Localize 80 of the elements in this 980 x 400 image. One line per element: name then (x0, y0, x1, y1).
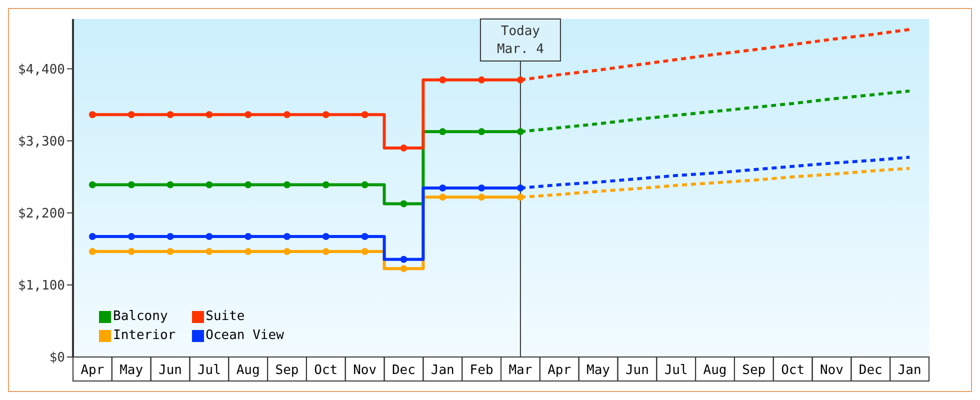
x-tick-label: Dec (858, 363, 882, 378)
point (166, 248, 174, 256)
ref-line-label: Today Mar. 4 (496, 24, 544, 57)
point (516, 194, 524, 201)
point (361, 181, 368, 188)
legend-label: Interior (113, 328, 176, 343)
x-tick-label: Nov (820, 363, 844, 378)
point (439, 128, 446, 136)
point (244, 111, 252, 118)
point (166, 232, 174, 240)
point (516, 184, 524, 192)
point (516, 128, 524, 136)
point (284, 248, 290, 256)
point (166, 181, 174, 188)
point (284, 111, 290, 118)
y-tick-label: $3,300 (18, 134, 65, 150)
x-tick-label: Jun (158, 363, 182, 378)
y-tick-label: $1,100 (18, 278, 65, 294)
point (88, 232, 96, 240)
point (400, 144, 408, 152)
point (400, 200, 408, 208)
point (88, 248, 96, 256)
x-tick-label: Jan (430, 363, 454, 378)
y-tick-label: $2,200 (18, 206, 65, 222)
point (128, 111, 135, 118)
point (322, 181, 330, 188)
x-tick-label: Apr (548, 363, 572, 378)
x-tick-label: Oct (314, 363, 338, 378)
point (439, 184, 446, 192)
x-tick-label: Aug (236, 363, 260, 378)
point (478, 184, 486, 192)
point (284, 181, 290, 188)
point (206, 232, 213, 240)
x-tick-label: Aug (703, 363, 727, 378)
point (322, 232, 330, 240)
x-tick-label: Sep (742, 363, 766, 378)
legend-label: Ocean View (206, 328, 284, 343)
point (206, 181, 213, 188)
x-tick-label: May (120, 363, 144, 378)
y-tick-label: $4,400 (18, 62, 65, 78)
legend-label: Suite (206, 309, 245, 324)
x-tick-label: Jul (664, 363, 688, 378)
x-tick-label: Apr (80, 363, 104, 378)
y-tick-label: $0 (49, 350, 65, 366)
point (439, 194, 446, 201)
point (206, 248, 213, 256)
x-tick-label: May (586, 363, 610, 378)
x-tick-label: Dec (392, 363, 416, 378)
point (478, 194, 486, 201)
point (400, 265, 408, 272)
point (128, 232, 135, 240)
x-tick-label: Nov (353, 363, 377, 378)
point (361, 248, 368, 256)
point (88, 111, 96, 118)
point (478, 128, 486, 136)
point (244, 181, 252, 188)
x-tick-label: Jan (898, 363, 922, 378)
point (128, 248, 135, 256)
point (361, 111, 368, 118)
point (322, 248, 330, 256)
point (400, 256, 408, 263)
x-tick-label: Mar (508, 363, 532, 378)
point (206, 111, 213, 118)
point (322, 111, 330, 118)
point (88, 181, 96, 188)
point (166, 111, 174, 118)
x-tick-label: Jul (197, 363, 221, 378)
legend-label: Balcony (113, 309, 168, 324)
x-tick-label: Oct (781, 363, 805, 378)
x-tick-label: Jun (625, 363, 649, 378)
point (244, 248, 252, 256)
point (439, 76, 446, 84)
x-tick-label: Feb (470, 363, 494, 378)
point (516, 76, 524, 84)
point (284, 232, 290, 240)
point (128, 181, 135, 188)
point (244, 232, 252, 240)
point (478, 76, 486, 84)
point (361, 232, 368, 240)
x-tick-label: Sep (275, 363, 299, 378)
